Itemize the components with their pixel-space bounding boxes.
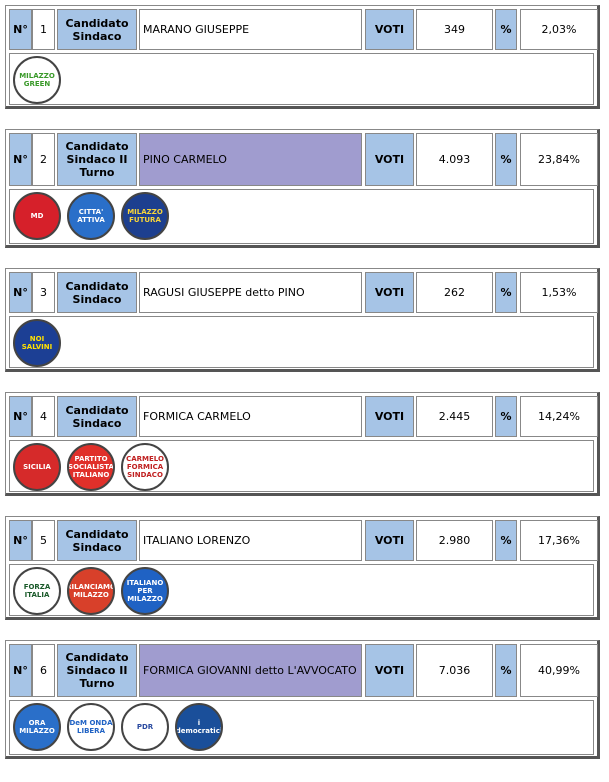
candidate-block: N° 5 Candidato Sindaco ITALIANO LORENZO VOTI… bbox=[5, 516, 600, 620]
percent-value: 17,36% bbox=[520, 520, 598, 561]
party-logo: ORA MILAZZO bbox=[13, 703, 61, 751]
header-row: N° 3 Candidato Sindaco RAGUSI GIUSEPPE dett… bbox=[9, 272, 598, 313]
number-label: N° bbox=[9, 644, 32, 697]
logo-row: MILAZZO GREEN bbox=[9, 53, 594, 105]
number-label: N° bbox=[9, 396, 32, 437]
candidate-number: 1 bbox=[32, 9, 55, 50]
logo-row: NOI SALVINI bbox=[9, 316, 594, 368]
logo-row: FORZA ITALIA RILANCIAMO MILAZZO ITALIANO P… bbox=[9, 564, 594, 616]
percent-value: 14,24% bbox=[520, 396, 598, 437]
candidate-block: N° 4 Candidato Sindaco FORMICA CARMELO VOTI 2… bbox=[5, 392, 600, 496]
votes-label: VOTI bbox=[365, 396, 414, 437]
party-logo: MILAZZO FUTURA bbox=[121, 192, 169, 240]
percent-value: 1,53% bbox=[520, 272, 598, 313]
role-label: Candidato Sindaco II Turno bbox=[57, 133, 137, 186]
percent-label: % bbox=[495, 396, 517, 437]
votes-value: 4.093 bbox=[416, 133, 493, 186]
votes-value: 349 bbox=[416, 9, 493, 50]
number-label: N° bbox=[9, 133, 32, 186]
party-logo: DeM ONDA LIBERA bbox=[67, 703, 115, 751]
header-row: N° 1 Candidato Sindaco MARANO GIUSEPPE VOTI 3… bbox=[9, 9, 598, 50]
party-logo: MD bbox=[13, 192, 61, 240]
party-logo: NOI SALVINI bbox=[13, 319, 61, 367]
votes-value: 2.980 bbox=[416, 520, 493, 561]
logo-row: MD CITTA' ATTIVA MILAZZO FUTURA bbox=[9, 189, 594, 244]
candidate-number: 2 bbox=[32, 133, 55, 186]
header-row: N° 4 Candidato Sindaco FORMICA CARMELO VOTI 2… bbox=[9, 396, 598, 437]
role-label: Candidato Sindaco bbox=[57, 272, 137, 313]
role-label: Candidato Sindaco bbox=[57, 520, 137, 561]
votes-label: VOTI bbox=[365, 644, 414, 697]
header-row: N° 6 Candidato Sindaco II Turno FORMICA GIO… bbox=[9, 644, 598, 697]
candidate-block: N° 3 Candidato Sindaco RAGUSI GIUSEPPE dett… bbox=[5, 268, 600, 372]
votes-label: VOTI bbox=[365, 272, 414, 313]
party-logo: SICILIA bbox=[13, 443, 61, 491]
percent-label: % bbox=[495, 520, 517, 561]
party-logo: i democratici bbox=[175, 703, 223, 751]
candidate-name: MARANO GIUSEPPE bbox=[139, 9, 362, 50]
candidate-number: 6 bbox=[32, 644, 55, 697]
votes-value: 2.445 bbox=[416, 396, 493, 437]
candidate-block: N° 6 Candidato Sindaco II Turno FORMICA GIO… bbox=[5, 640, 600, 759]
party-logo: FORZA ITALIA bbox=[13, 567, 61, 615]
percent-value: 40,99% bbox=[520, 644, 598, 697]
candidate-block: N° 1 Candidato Sindaco MARANO GIUSEPPE VOTI 3… bbox=[5, 5, 600, 109]
role-label: Candidato Sindaco bbox=[57, 396, 137, 437]
role-label: Candidato Sindaco II Turno bbox=[57, 644, 137, 697]
party-logo: ITALIANO PER MILAZZO bbox=[121, 567, 169, 615]
votes-label: VOTI bbox=[365, 9, 414, 50]
votes-value: 262 bbox=[416, 272, 493, 313]
candidate-name: ITALIANO LORENZO bbox=[139, 520, 362, 561]
percent-label: % bbox=[495, 272, 517, 313]
percent-label: % bbox=[495, 9, 517, 50]
percent-label: % bbox=[495, 133, 517, 186]
percent-value: 23,84% bbox=[520, 133, 598, 186]
role-label: Candidato Sindaco bbox=[57, 9, 137, 50]
party-logo: PDR bbox=[121, 703, 169, 751]
party-logo: CARMELO FORMICA SINDACO bbox=[121, 443, 169, 491]
party-logo: CITTA' ATTIVA bbox=[67, 192, 115, 240]
votes-label: VOTI bbox=[365, 520, 414, 561]
number-label: N° bbox=[9, 9, 32, 50]
header-row: N° 2 Candidato Sindaco II Turno PINO CARMEL… bbox=[9, 133, 598, 186]
party-logo: RILANCIAMO MILAZZO bbox=[67, 567, 115, 615]
percent-value: 2,03% bbox=[520, 9, 598, 50]
header-row: N° 5 Candidato Sindaco ITALIANO LORENZO VOTI… bbox=[9, 520, 598, 561]
percent-label: % bbox=[495, 644, 517, 697]
votes-value: 7.036 bbox=[416, 644, 493, 697]
candidate-name: FORMICA CARMELO bbox=[139, 396, 362, 437]
logo-row: SICILIA PARTITO SOCIALISTA ITALIANO CARMEL… bbox=[9, 440, 594, 492]
logo-row: ORA MILAZZO DeM ONDA LIBERA PDR i democrati… bbox=[9, 700, 594, 755]
number-label: N° bbox=[9, 272, 32, 313]
candidate-number: 5 bbox=[32, 520, 55, 561]
candidate-name: PINO CARMELO bbox=[139, 133, 362, 186]
candidate-number: 3 bbox=[32, 272, 55, 313]
candidate-name: RAGUSI GIUSEPPE detto PINO bbox=[139, 272, 362, 313]
candidate-number: 4 bbox=[32, 396, 55, 437]
party-logo: MILAZZO GREEN bbox=[13, 56, 61, 104]
votes-label: VOTI bbox=[365, 133, 414, 186]
party-logo: PARTITO SOCIALISTA ITALIANO bbox=[67, 443, 115, 491]
number-label: N° bbox=[9, 520, 32, 561]
candidate-name: FORMICA GIOVANNI detto L'AVVOCATO bbox=[139, 644, 362, 697]
candidate-block: N° 2 Candidato Sindaco II Turno PINO CARMEL… bbox=[5, 129, 600, 248]
